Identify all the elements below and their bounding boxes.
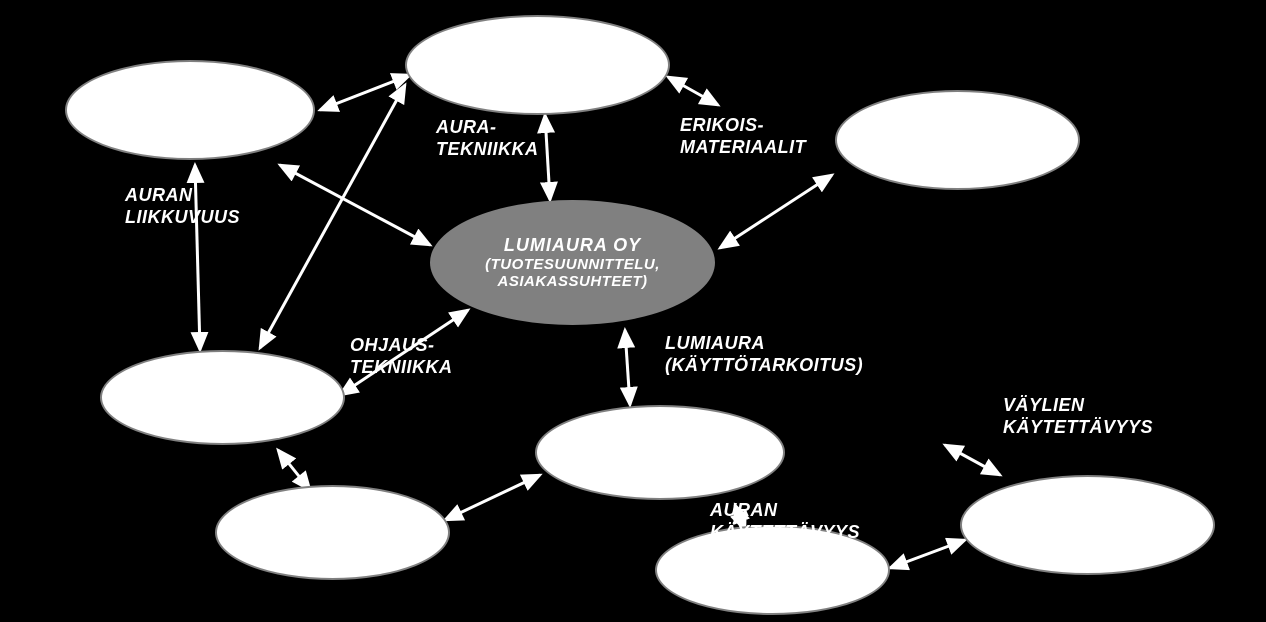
node-top-right bbox=[835, 90, 1080, 190]
node-mid-bottom bbox=[535, 405, 785, 500]
label-line: TEKNIIKKA bbox=[436, 139, 539, 161]
label-lumiaura: LUMIAURA (KÄYTTÖTARKOITUS) bbox=[665, 333, 863, 376]
label-line: AURA- bbox=[436, 117, 539, 139]
label-ajoneuvo-tyyppi: AJONEUVO- TYYPPI bbox=[215, 400, 327, 443]
label-line: AURAN bbox=[710, 500, 860, 522]
label-auran-kaytettavyys: AURAN KÄYTETTÄVYYS bbox=[710, 500, 860, 543]
label-aura-tekniikka: AURA- TEKNIIKKA bbox=[436, 117, 539, 160]
center-subtitle: (TUOTESUUNNITTELU, ASIAKASSUHTEET) bbox=[432, 256, 713, 290]
label-line: LUMIAURA bbox=[665, 333, 863, 355]
label-vaylien-kaytettavyys: VÄYLIEN KÄYTETTÄVYYS bbox=[1003, 395, 1153, 438]
node-top-center bbox=[405, 15, 670, 115]
label-line: LIIKKUVUUS bbox=[125, 207, 240, 229]
label-line: ERIKOIS- bbox=[680, 115, 806, 137]
label-line: TYYPPI bbox=[215, 422, 327, 444]
node-bottom-right bbox=[960, 475, 1215, 575]
label-line: OHJAUS- bbox=[350, 335, 453, 357]
node-top-left bbox=[65, 60, 315, 160]
label-line: KÄYTETTÄVYYS bbox=[1003, 417, 1153, 439]
label-line: AURAN bbox=[125, 185, 240, 207]
label-line: AJONEUVO- bbox=[215, 400, 327, 422]
center-title: LUMIAURA OY bbox=[504, 235, 641, 256]
label-erikois-materiaalit: ERIKOIS- MATERIAALIT bbox=[680, 115, 806, 158]
label-line: VÄYLIEN bbox=[1003, 395, 1153, 417]
label-line: KÄYTETTÄVYYS bbox=[710, 522, 860, 544]
node-bottom-left bbox=[215, 485, 450, 580]
label-line: TEKNIIKKA bbox=[350, 357, 453, 379]
label-line: (KÄYTTÖTARKOITUS) bbox=[665, 355, 863, 377]
label-ohjaus-tekniikka: OHJAUS- TEKNIIKKA bbox=[350, 335, 453, 378]
label-auran-liikkuvuus: AURAN LIIKKUVUUS bbox=[125, 185, 240, 228]
label-line: MATERIAALIT bbox=[680, 137, 806, 159]
center-node: LUMIAURA OY (TUOTESUUNNITTELU, ASIAKASSU… bbox=[430, 200, 715, 325]
